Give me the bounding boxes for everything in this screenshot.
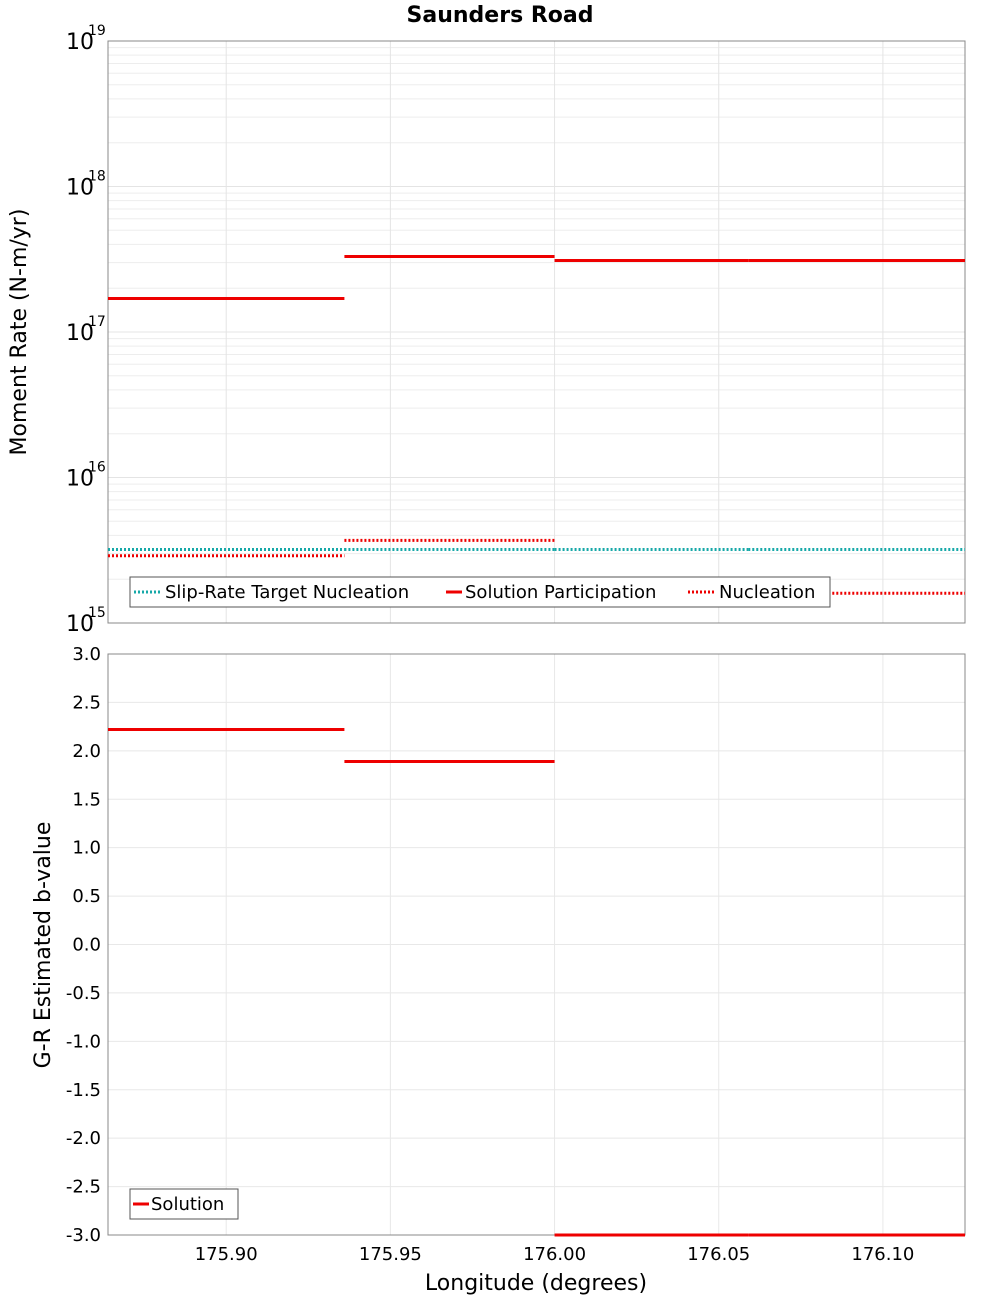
x-tick-label: 175.90: [195, 1244, 258, 1265]
bottom-y-ticks: 3.0 2.5 2.0 1.5 1.0 0.5 0.0 -0.5 -1.0 -1.5 -2.0 -2.…: [66, 644, 101, 1246]
bottom-y-tick-label: -3.0: [66, 1225, 101, 1246]
bottom-y-tick-label: 0.5: [72, 886, 101, 907]
bottom-y-tick-label: 2.5: [72, 692, 101, 713]
x-tick-label: 176.05: [687, 1244, 750, 1265]
top-y-tick-label: 10: [66, 30, 94, 55]
bottom-y-tick-label: 2.0: [72, 741, 101, 762]
bottom-y-tick-label: 3.0: [72, 644, 101, 665]
top-y-tick-exponent: 17: [88, 314, 106, 330]
bottom-x-ticks: 175.90 175.95 176.00 176.05 176.10: [195, 1244, 915, 1265]
top-legend: Slip-Rate Target Nucleation Solution Par…: [129, 576, 831, 608]
top-y-tick-exponent: 19: [88, 23, 106, 39]
top-plot-frame: [107, 40, 966, 624]
top-y-tick-exponent: 15: [88, 605, 106, 621]
bottom-grid: [108, 653, 965, 1236]
top-y-tick-exponent: 16: [88, 460, 106, 476]
bottom-y-tick-label: -2.5: [66, 1177, 101, 1198]
bottom-legend: Solution: [129, 1188, 239, 1220]
x-axis-label: Longitude (degrees): [425, 1271, 647, 1296]
bottom-plot-frame: [107, 653, 966, 1236]
top-y-tick-exponent: 18: [88, 169, 106, 185]
legend-label-solution: Solution: [151, 1194, 224, 1215]
legend-label-solution-participation: Solution Participation: [465, 582, 656, 603]
x-tick-label: 175.95: [359, 1244, 422, 1265]
x-tick-label: 176.10: [851, 1244, 914, 1265]
bottom-series: [108, 728, 965, 1237]
legend-label-slip-rate-target: Slip-Rate Target Nucleation: [165, 582, 409, 603]
x-tick-label: 176.00: [523, 1244, 586, 1265]
top-y-tick-label: 10: [66, 612, 94, 637]
bottom-y-axis-label: G-R Estimated b-value: [31, 822, 56, 1069]
bottom-y-tick-label: -1.0: [66, 1031, 101, 1052]
bottom-y-tick-label: -1.5: [66, 1080, 101, 1101]
bottom-y-tick-label: -2.0: [66, 1128, 101, 1149]
chart-title: Saunders Road: [407, 3, 594, 28]
bottom-y-tick-label: 1.5: [72, 789, 101, 810]
top-grid: [108, 41, 965, 624]
top-y-tick-label: 10: [66, 176, 94, 201]
top-series: [108, 255, 965, 595]
bottom-y-tick-label: 0.0: [72, 935, 101, 956]
top-y-tick-label: 10: [66, 321, 94, 346]
top-y-axis-label: Moment Rate (N-m/yr): [7, 209, 32, 456]
bottom-y-tick-label: 1.0: [72, 838, 101, 859]
bottom-panel: 3.0 2.5 2.0 1.5 1.0 0.5 0.0 -0.5 -1.0 -1.5 -2.0 -2.…: [31, 644, 966, 1296]
bottom-y-tick-label: -0.5: [66, 983, 101, 1004]
top-y-tick-label: 10: [66, 467, 94, 492]
legend-label-nucleation: Nucleation: [719, 582, 815, 603]
